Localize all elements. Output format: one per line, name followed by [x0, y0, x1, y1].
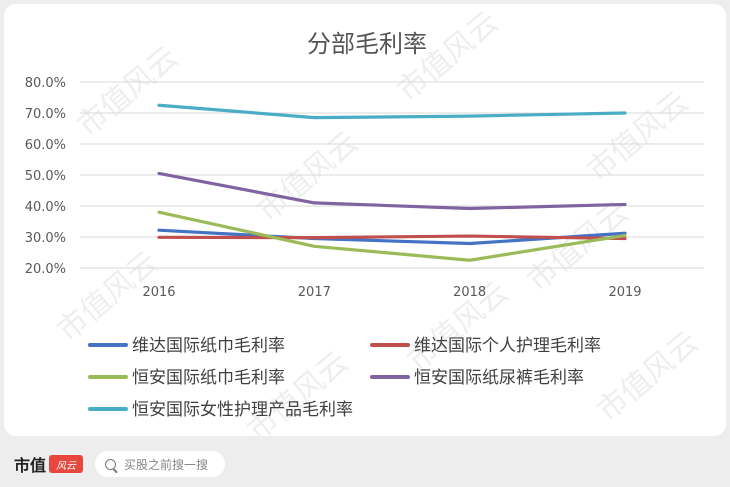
y-tick-label: 40.0%: [25, 200, 66, 215]
series-line: [157, 210, 627, 262]
x-tick-label: 2019: [608, 285, 641, 300]
logo-text: 市值: [14, 456, 47, 475]
legend-label: 恒安国际纸尿裤毛利率: [414, 368, 584, 388]
watermark-text: 市值风云: [241, 345, 355, 436]
watermark-text: 市值风云: [71, 40, 185, 144]
y-tick-label: 30.0%: [25, 231, 66, 246]
y-tick-label: 80.0%: [25, 76, 66, 91]
legend-label: 维达国际个人护理毛利率: [414, 336, 601, 356]
y-tick-label: 50.0%: [25, 169, 66, 184]
brand-logo[interactable]: 市值 风云: [14, 453, 84, 475]
legend-label: 恒安国际女性护理产品毛利率: [132, 400, 353, 420]
search-box[interactable]: 买股之前搜一搜: [95, 451, 225, 477]
chart-card: 市值风云 市值风云 市值风云 市值风云 市值风云 市值风云 市值风云 市值风云 市值风云 分部毛…: [4, 4, 726, 436]
series-line: [157, 234, 627, 241]
search-icon: [105, 458, 116, 470]
y-tick-label: 60.0%: [25, 138, 66, 153]
legend-label: 维达国际纸巾毛利率: [132, 336, 285, 356]
y-tick-label: 70.0%: [25, 107, 66, 122]
x-tick-label: 2017: [298, 285, 331, 300]
logo-badge: 风云: [49, 455, 84, 473]
x-tick-label: 2016: [142, 285, 175, 300]
watermark-text: 市值风云: [591, 325, 705, 429]
footer-bar: 市值 风云 买股之前搜一搜: [0, 440, 730, 487]
watermark-text: 市值风云: [251, 125, 365, 229]
y-axis-ticks: 80.0% 70.0% 60.0% 50.0% 40.0% 30.0% 20.0%: [25, 76, 66, 277]
y-tick-label: 20.0%: [25, 262, 66, 277]
watermark-text: 市值风云: [581, 85, 695, 189]
series-line: [157, 103, 627, 120]
x-axis-ticks: 2016 2017 2018 2019: [142, 285, 641, 300]
search-placeholder: 买股之前搜一搜: [124, 457, 209, 472]
chart-title: 分部毛利率: [307, 30, 427, 58]
series-line: [157, 171, 627, 211]
series-lines: [157, 103, 627, 262]
legend-label: 恒安国际纸巾毛利率: [132, 368, 285, 388]
watermark-text: 市值风云: [521, 195, 635, 299]
x-tick-label: 2018: [453, 285, 486, 300]
